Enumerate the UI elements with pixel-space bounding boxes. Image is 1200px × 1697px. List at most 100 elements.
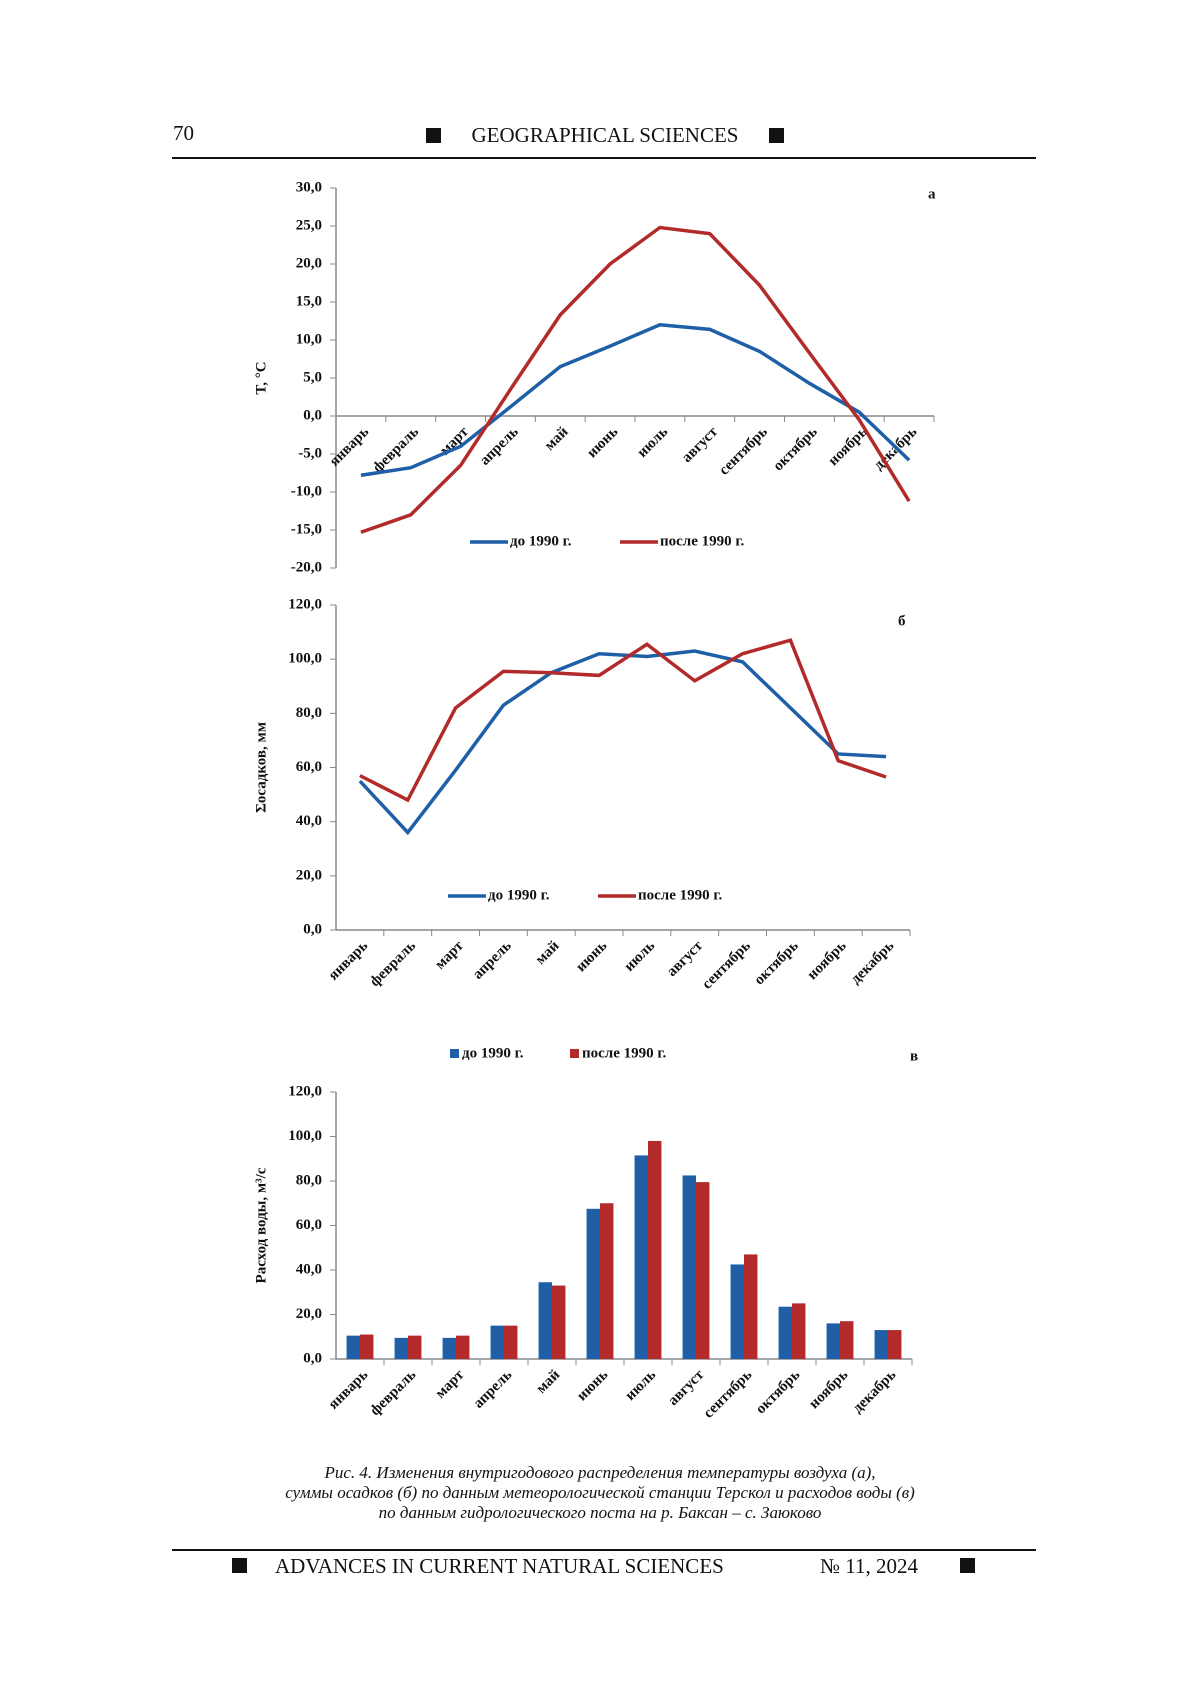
y-tick-label: 10,0 [296, 331, 322, 347]
bar [696, 1182, 709, 1359]
legend-swatch [450, 1049, 459, 1058]
bar [635, 1155, 648, 1359]
footer-square [960, 1558, 975, 1573]
x-tick-label: октябрь [751, 938, 801, 988]
legend-label: после 1990 г. [660, 533, 744, 549]
y-tick-label: 0,0 [303, 1350, 322, 1366]
bar [408, 1336, 421, 1359]
x-tick-label: сентябрь [701, 1367, 756, 1422]
x-tick-label: ноябрь [806, 1367, 851, 1412]
y-tick-label: 0,0 [303, 921, 322, 937]
x-tick-label: декабрь [848, 938, 897, 987]
panel-letter: в [910, 1048, 918, 1064]
footer-square [232, 1558, 247, 1573]
series-line [360, 640, 886, 800]
x-tick-label: август [679, 424, 722, 467]
page-number: 70 [173, 121, 194, 145]
bar [731, 1264, 744, 1359]
y-tick-label: 20,0 [296, 1306, 322, 1322]
bar [539, 1282, 552, 1359]
y-tick-label: 100,0 [288, 651, 322, 667]
y-tick-label: 60,0 [296, 1217, 322, 1233]
x-tick-label: январь [326, 1367, 372, 1413]
bar [683, 1175, 696, 1359]
x-tick-label: июль [621, 938, 658, 975]
bar [347, 1336, 360, 1359]
bar [456, 1336, 469, 1359]
x-tick-label: июнь [573, 938, 610, 975]
x-tick-label: февраль [367, 1367, 419, 1419]
legend-swatch [570, 1049, 579, 1058]
y-tick-label: 30,0 [296, 179, 322, 195]
bar [395, 1338, 408, 1359]
y-tick-label: 100,0 [288, 1128, 322, 1144]
x-tick-label: апрель [471, 1367, 516, 1412]
bar [875, 1330, 888, 1359]
issue: № 11, 2024 [820, 1554, 919, 1578]
x-tick-label: январь [325, 938, 371, 984]
bar [600, 1203, 613, 1359]
bar [827, 1323, 840, 1359]
caption-line: суммы осадков (б) по данным метеорологич… [285, 1483, 915, 1502]
y-tick-label: 20,0 [296, 255, 322, 271]
caption-line: по данным гидрологического поста на р. Б… [379, 1503, 822, 1522]
x-tick-label: октябрь [770, 424, 820, 474]
journal-name: ADVANCES IN CURRENT NATURAL SCIENCES [275, 1554, 724, 1578]
x-tick-label: июнь [584, 424, 621, 461]
y-tick-label: 80,0 [296, 1172, 322, 1188]
y-tick-label: -5,0 [298, 445, 322, 461]
bar [587, 1209, 600, 1359]
bar [491, 1326, 504, 1359]
x-tick-label: март [433, 1367, 468, 1402]
bar [443, 1338, 456, 1359]
y-tick-label: 120,0 [288, 596, 322, 612]
x-tick-label: ноябрь [825, 424, 870, 469]
x-tick-label: декабрь [850, 1367, 899, 1416]
x-tick-label: май [533, 938, 563, 968]
x-tick-label: октябрь [753, 1367, 803, 1417]
y-tick-label: 60,0 [296, 759, 322, 775]
x-tick-label: июль [622, 1367, 659, 1404]
y-tick-label: 15,0 [296, 293, 322, 309]
bar [779, 1307, 792, 1359]
y-axis-label: Σосадков, мм [253, 722, 269, 813]
x-tick-label: ноябрь [804, 938, 849, 983]
y-axis-label: T, °C [253, 361, 269, 394]
y-tick-label: -10,0 [291, 483, 322, 499]
x-tick-label: февраль [367, 938, 419, 990]
y-tick-label: 5,0 [303, 369, 322, 385]
x-tick-label: июнь [574, 1367, 611, 1404]
x-tick-label: май [542, 424, 572, 454]
x-tick-label: март [432, 938, 467, 973]
y-tick-label: 0,0 [303, 407, 322, 423]
series-line [361, 228, 909, 533]
caption-line: Рис. 4. Изменения внутригодового распред… [323, 1463, 875, 1482]
x-tick-label: сентябрь [699, 938, 754, 993]
x-tick-label: август [664, 938, 707, 981]
y-axis-label: Расход воды, м³/с [253, 1167, 269, 1283]
x-tick-label: апрель [470, 938, 515, 983]
y-tick-label: 80,0 [296, 705, 322, 721]
x-tick-label: июль [634, 424, 671, 461]
x-tick-label: сентябрь [716, 424, 771, 479]
y-tick-label: 25,0 [296, 217, 322, 233]
bar [504, 1326, 517, 1359]
x-tick-label: январь [326, 424, 372, 470]
bar [840, 1321, 853, 1359]
series-line [361, 325, 909, 475]
x-tick-label: август [665, 1367, 708, 1410]
y-tick-label: 120,0 [288, 1083, 322, 1099]
bar [792, 1303, 805, 1359]
panel-letter: б [898, 613, 906, 629]
y-tick-label: -20,0 [291, 559, 322, 575]
y-tick-label: 40,0 [296, 1261, 322, 1277]
bar [552, 1286, 565, 1359]
bar [888, 1330, 901, 1359]
x-tick-label: май [533, 1367, 563, 1397]
panel-letter: а [928, 186, 936, 202]
legend-label: до 1990 г. [462, 1045, 524, 1061]
header-square [769, 128, 784, 143]
x-tick-label: февраль [370, 424, 422, 476]
